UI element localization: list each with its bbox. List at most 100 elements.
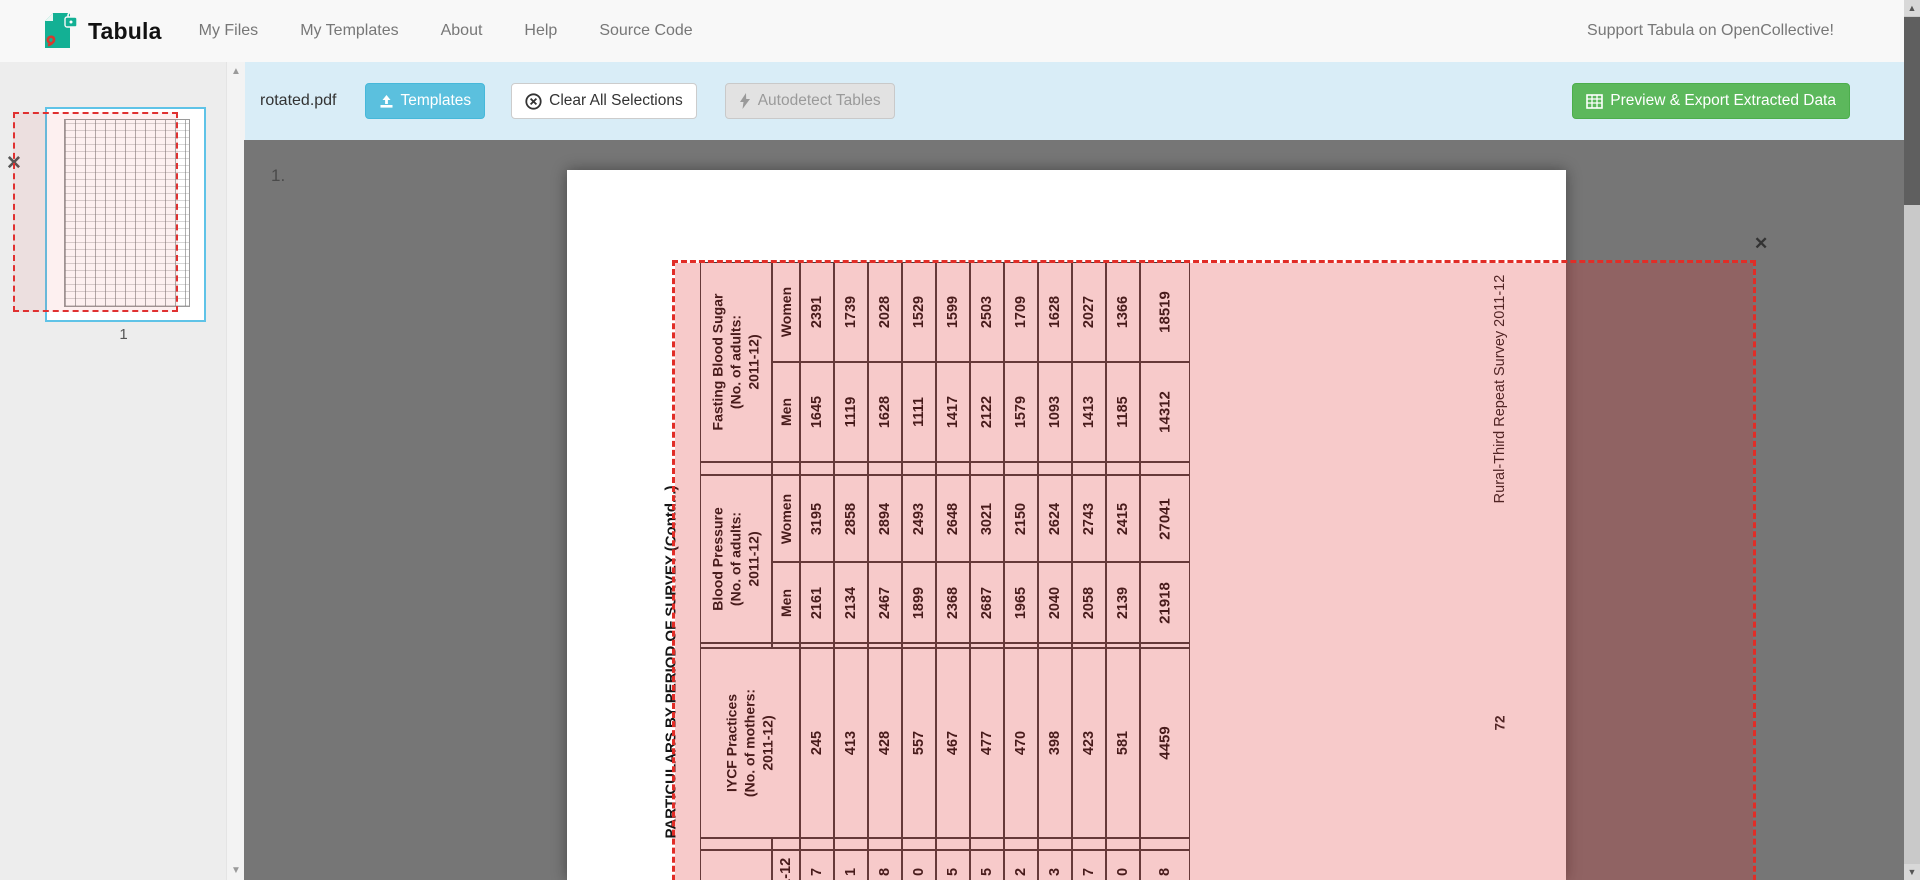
table-value-cell: 2743 <box>1072 475 1106 562</box>
table-gap-cell <box>902 643 936 648</box>
nav-item-source-code[interactable]: Source Code <box>599 22 693 39</box>
table-gap-cell <box>1072 462 1106 475</box>
table-value-cell: 1899 <box>902 562 936 643</box>
table-gap-cell <box>772 643 800 648</box>
table-gap-cell <box>1038 462 1072 475</box>
table-value-cell: 1645 <box>800 362 834 462</box>
selection-box[interactable] <box>672 260 1756 880</box>
table-clipped-cell <box>1140 850 1190 880</box>
table-subheader-cell: Women <box>772 475 800 562</box>
table-gap-cell <box>700 462 772 475</box>
table-value-cell: 1579 <box>1004 362 1038 462</box>
preview-export-label: Preview & Export Extracted Data <box>1610 92 1836 109</box>
table-gap-cell <box>936 838 970 850</box>
scrollbar-up-icon[interactable]: ▲ <box>1904 0 1920 16</box>
table-gap-cell <box>1072 643 1106 648</box>
brand-title: Tabula <box>88 17 162 44</box>
table-gap-cell <box>1072 838 1106 850</box>
nav-item-about[interactable]: About <box>440 22 483 39</box>
thumbnail-selection-box[interactable] <box>13 112 178 312</box>
table-value-cell: 245 <box>800 648 834 838</box>
table-value-cell: 423 <box>1072 648 1106 838</box>
table-value-cell: 1628 <box>868 362 902 462</box>
document-area: 1. PARTICULARS BY PERIOD OF SURVEY (Cont… <box>244 140 1904 880</box>
table-clipped-cell <box>936 850 970 880</box>
table-value-cell: 1185 <box>1106 362 1140 462</box>
table-gap-cell <box>970 462 1004 475</box>
window-scrollbar[interactable]: ▲ ▼ <box>1904 0 1920 880</box>
table-gap-cell <box>1038 838 1072 850</box>
table-value-cell: 2467 <box>868 562 902 643</box>
scrollbar-down-icon[interactable]: ▼ <box>1904 864 1920 880</box>
table-value-cell: 2687 <box>970 562 1004 643</box>
page-thumbnail[interactable] <box>45 107 206 322</box>
table-value-cell: 398 <box>1038 648 1072 838</box>
table-value-cell: 2134 <box>834 562 868 643</box>
pdf-page[interactable]: PARTICULARS BY PERIOD OF SURVEY (Contd..… <box>567 170 1566 880</box>
page-marker: 1. <box>271 166 286 185</box>
table-gap-cell <box>868 643 902 648</box>
table-value-cell: 2150 <box>1004 475 1038 562</box>
nav-item-help[interactable]: Help <box>524 22 558 39</box>
table-total-cell: 27041 <box>1140 475 1190 562</box>
table-value-cell: 477 <box>970 648 1004 838</box>
nav-item-my-files[interactable]: My Files <box>198 22 259 39</box>
table-clipped-cell <box>902 850 936 880</box>
table-total-cell: 14312 <box>1140 362 1190 462</box>
scrollbar-thumb[interactable] <box>1904 17 1920 205</box>
clear-all-selections-button[interactable]: Clear All Selections <box>511 83 697 119</box>
table-gap-cell <box>700 643 772 648</box>
table-gap-cell <box>1140 462 1190 475</box>
table-gap-cell <box>1004 462 1038 475</box>
table-value-cell: 581 <box>1106 648 1140 838</box>
table-value-cell: 2139 <box>1106 562 1140 643</box>
table-value-cell: 1413 <box>1072 362 1106 462</box>
templates-button[interactable]: Templates <box>364 83 486 119</box>
brand[interactable]: Tabula <box>42 10 162 52</box>
circled-x-icon <box>525 92 542 110</box>
scroll-down-icon[interactable]: ▼ <box>231 865 241 876</box>
table-value-cell: 2058 <box>1072 562 1106 643</box>
table-value-cell: 2415 <box>1106 475 1140 562</box>
table-value-cell: 1119 <box>834 362 868 462</box>
table-clipped-cell <box>1004 850 1038 880</box>
table-value-cell: 2894 <box>868 475 902 562</box>
table-gap-cell <box>700 838 772 850</box>
table-gap-cell <box>970 643 1004 648</box>
thumbnail-table-preview <box>64 119 190 307</box>
table-value-cell: 2040 <box>1038 562 1072 643</box>
table-value-cell: 467 <box>936 648 970 838</box>
templates-icon <box>379 94 394 109</box>
table-gap-cell <box>772 462 800 475</box>
filename-label: rotated.pdf <box>260 92 337 109</box>
table-clipped-cell <box>1106 850 1140 880</box>
table-gap-cell <box>1106 838 1140 850</box>
table-clipped-cell <box>1038 850 1072 880</box>
table-gap-cell <box>902 838 936 850</box>
table-gap-cell <box>1106 643 1140 648</box>
table-value-cell: 1965 <box>1004 562 1038 643</box>
table-clipped-cell <box>868 850 902 880</box>
table-clipped-cell <box>700 850 772 880</box>
table-value-cell: 413 <box>834 648 868 838</box>
table-gap-cell <box>868 462 902 475</box>
scroll-up-icon[interactable]: ▲ <box>231 66 241 77</box>
sidebar-scrollbar[interactable]: ▲ ▼ <box>226 62 245 880</box>
table-gap-cell <box>772 838 800 850</box>
table-value-cell: 2493 <box>902 475 936 562</box>
selection-close-icon[interactable]: ✕ <box>1754 234 1769 253</box>
table-clipped-cell <box>772 850 800 880</box>
table-value-cell: 557 <box>902 648 936 838</box>
table-gap-cell <box>1106 462 1140 475</box>
toolbar: rotated.pdf Templates Clear All Selectio… <box>244 62 1904 141</box>
table-gap-cell <box>1038 643 1072 648</box>
table-gap-cell <box>1140 643 1190 648</box>
nav-item-my-templates[interactable]: My Templates <box>300 22 399 39</box>
table-value-cell: 1111 <box>902 362 936 462</box>
table-value-cell: 3021 <box>970 475 1004 562</box>
autodetect-tables-button[interactable]: Autodetect Tables <box>724 83 895 119</box>
preview-export-button[interactable]: Preview & Export Extracted Data <box>1572 83 1850 119</box>
support-link[interactable]: Support Tabula on OpenCollective! <box>1587 22 1834 39</box>
table-gap-cell <box>800 462 834 475</box>
